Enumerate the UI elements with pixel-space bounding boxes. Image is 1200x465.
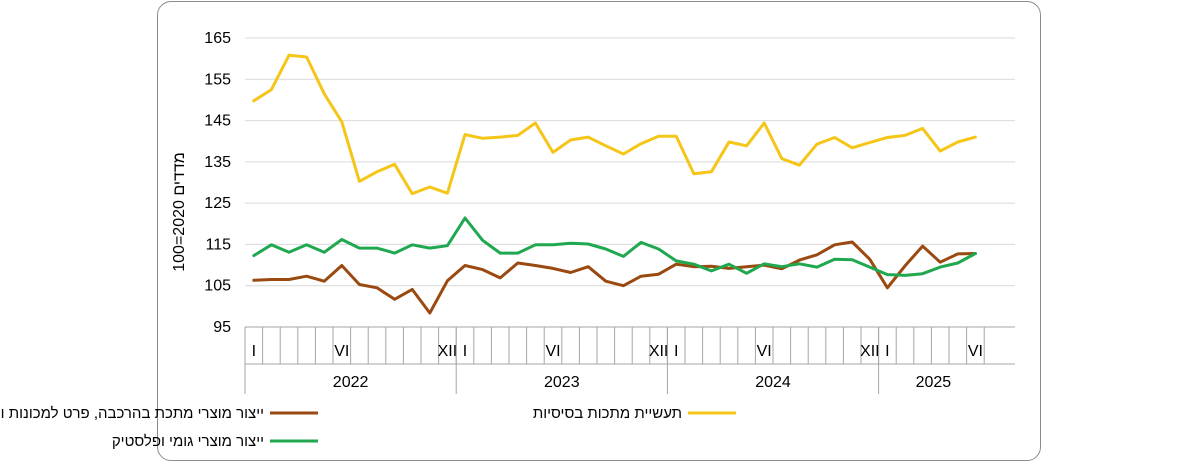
y-tick-label: 125 [204, 195, 231, 212]
x-tick-label: VI [334, 343, 349, 360]
y-tick-label: 135 [204, 154, 231, 171]
y-tick-label: 95 [213, 319, 231, 336]
series-line [252, 240, 977, 315]
x-tick-label: XII [649, 343, 669, 360]
x-tick-label: XII [438, 343, 458, 360]
legend: תעשיית מתכות בסיסיות ייצור מוצרי מתכת בהר… [0, 405, 736, 450]
series-line [252, 216, 977, 277]
series-lines [252, 53, 977, 315]
y-tick-label: 155 [204, 71, 231, 88]
x-tick-label: I [885, 343, 889, 360]
x-tick-label: XII [860, 343, 880, 360]
x-tick-label: VI [968, 343, 983, 360]
legend-label: ייצור מוצרי גומי ופלסטיק [112, 433, 264, 450]
legend-label: תעשיית מתכות בסיסיות [533, 405, 682, 422]
series-line [252, 53, 977, 196]
x-tick-label: I [463, 343, 467, 360]
year-label: 2025 [916, 374, 952, 391]
legend-label: ייצור מוצרי מתכת בהרכבה, פרט למכונות ולצ… [0, 405, 264, 422]
y-tick-label: 105 [204, 278, 231, 295]
y-axis-label: מדדים 2020=100 [171, 152, 188, 272]
y-tick-label: 145 [204, 113, 231, 130]
year-label: 2024 [755, 374, 791, 391]
y-tick-label: 165 [204, 30, 231, 47]
x-tick-label: I [674, 343, 678, 360]
chart-frame [157, 1, 1041, 461]
year-label: 2023 [544, 374, 580, 391]
x-tick-label: I [252, 343, 256, 360]
x-tick-label: VI [757, 343, 772, 360]
axes: 95 105 115 125 135 145 155 165 I VI XII I VI XII I VI XI… [204, 30, 1015, 394]
x-tick-label: VI [545, 343, 560, 360]
y-tick-label: 115 [205, 236, 231, 253]
year-label: 2022 [333, 374, 369, 391]
